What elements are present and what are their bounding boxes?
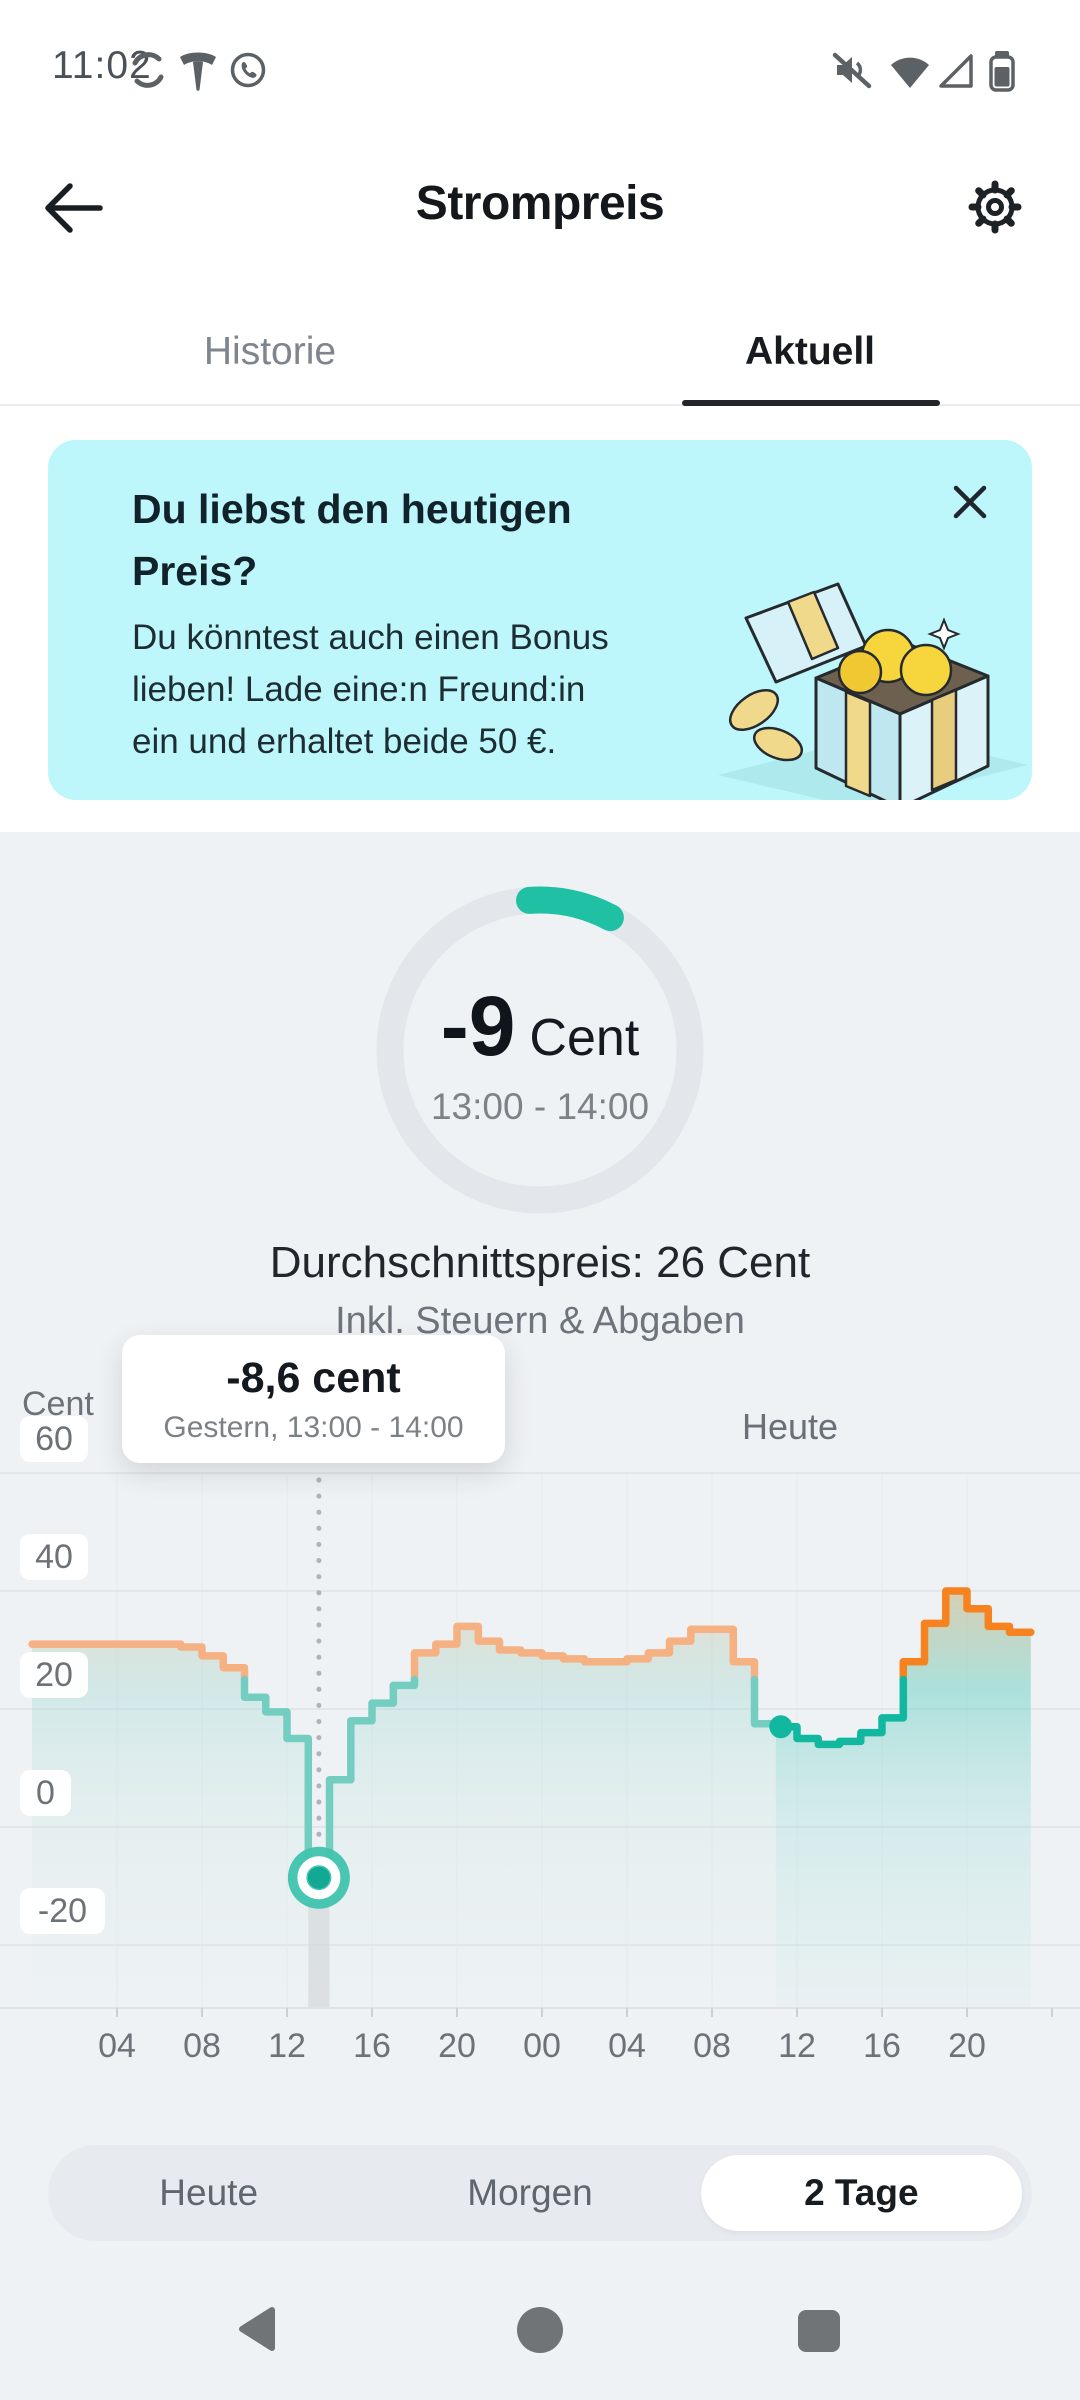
nav-home-button[interactable]	[517, 2307, 563, 2353]
battery-icon	[980, 48, 1024, 92]
price-time-range: 13:00 - 14:00	[430, 1086, 650, 1127]
back-triangle-icon	[239, 2307, 275, 2351]
volume-muted-icon	[830, 48, 874, 92]
svg-text:04: 04	[608, 2027, 646, 2065]
price-value: -9	[440, 979, 516, 1073]
range-option-2-tage[interactable]: 2 Tage	[700, 2155, 1022, 2231]
range-option-heute[interactable]: Heute	[159, 2172, 259, 2213]
status-time: 11:02	[52, 44, 152, 87]
settings-button[interactable]	[960, 172, 1030, 242]
nav-back-button[interactable]	[236, 2306, 282, 2352]
arrow-left-icon	[45, 183, 103, 233]
average-price-label: Durchschnittspreis: 26 Cent	[269, 1238, 811, 1287]
current-price: -9 Cent	[340, 978, 740, 1075]
price-chart[interactable]: 60 40 20 0 -20 04 08 12 16 20 00 04 08 12 16 20 Cent Heut…	[0, 1385, 1080, 2075]
banner-title: Du liebst den heutigen Preis?	[132, 486, 572, 594]
nav-recents-button[interactable]	[798, 2310, 840, 2352]
chart-tooltip: -8,6 cent Gestern, 13:00 - 14:00	[122, 1335, 505, 1463]
today-label: Heute	[742, 1406, 838, 1447]
whatsapp-icon	[226, 48, 270, 92]
tesla-icon	[176, 48, 220, 92]
selected-hour-band	[308, 1877, 330, 2008]
range-option-morgen[interactable]: Morgen	[467, 2172, 593, 2213]
svg-text:12: 12	[268, 2027, 306, 2065]
active-tab-indicator	[682, 400, 940, 406]
svg-text:0: 0	[36, 1774, 55, 1812]
gauge-progress	[516, 886, 624, 932]
svg-text:16: 16	[863, 2027, 901, 2065]
wifi-icon	[888, 48, 932, 92]
svg-text:08: 08	[183, 2027, 221, 2065]
sync-icon	[126, 48, 170, 92]
gear-icon	[968, 180, 1022, 234]
svg-text:20: 20	[438, 2027, 476, 2065]
tooltip-price: -8,6 cent	[226, 1353, 401, 1402]
range-selector: Heute Morgen 2 Tage	[48, 2145, 1032, 2241]
referral-banner[interactable]: Du liebst den heutigen Preis? Du könntes…	[48, 440, 1032, 800]
gift-box-illustration	[688, 560, 1032, 800]
svg-text:-20: -20	[38, 1892, 87, 1930]
price-unit: Cent	[529, 1009, 640, 1067]
svg-text:60: 60	[35, 1420, 73, 1458]
svg-text:04: 04	[98, 2027, 136, 2065]
svg-text:08: 08	[693, 2027, 731, 2065]
svg-text:16: 16	[353, 2027, 391, 2065]
tooltip-time: Gestern, 13:00 - 14:00	[163, 1410, 464, 1444]
close-icon[interactable]	[946, 478, 994, 526]
svg-text:20: 20	[35, 1656, 73, 1694]
page-title: Strompreis	[415, 177, 665, 230]
svg-text:20: 20	[948, 2027, 986, 2065]
banner-body: Du könntest auch einen Bonus lieben! Lad…	[132, 618, 609, 761]
signal-icon	[936, 48, 980, 92]
svg-text:Cent: Cent	[22, 1385, 94, 1423]
back-button[interactable]	[40, 178, 106, 238]
price-gauge	[370, 880, 710, 1220]
tab-aktuell[interactable]: Aktuell	[744, 330, 876, 373]
svg-text:00: 00	[523, 2027, 561, 2065]
tab-bar: Historie Aktuell	[0, 300, 1080, 406]
svg-text:12: 12	[778, 2027, 816, 2065]
tab-historie[interactable]: Historie	[203, 330, 337, 373]
svg-text:40: 40	[35, 1538, 73, 1576]
now-point-marker	[769, 1715, 793, 1739]
